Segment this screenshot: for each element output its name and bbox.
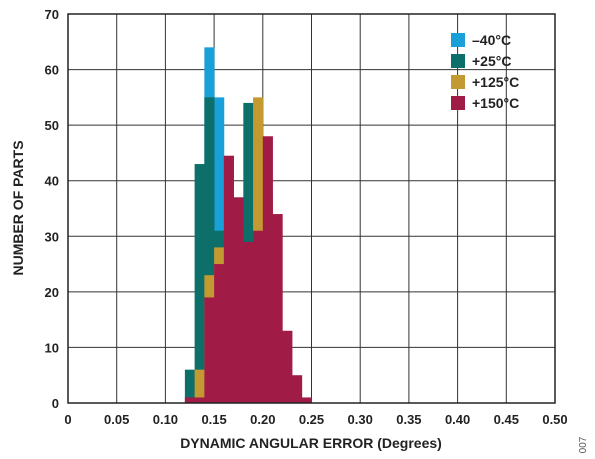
legend-swatch-150c: [451, 96, 465, 110]
y-tick-label: 10: [45, 340, 59, 355]
y-tick-label: 20: [45, 285, 59, 300]
x-tick-label: 0.30: [348, 412, 373, 427]
x-tick-label: 0.40: [445, 412, 470, 427]
bar-25c: [204, 97, 215, 403]
bar-150c: [301, 397, 312, 403]
legend-swatch-125c: [451, 75, 465, 89]
bar-150c: [214, 264, 225, 403]
histogram-bars: [184, 47, 312, 404]
figure-code: 007: [578, 436, 589, 453]
y-tick-labels: 0 10 20 30 40 50 60 70: [45, 7, 59, 411]
x-tick-label: 0: [64, 412, 71, 427]
y-tick-label: 60: [45, 63, 59, 78]
x-tick-label: 0.45: [494, 412, 519, 427]
bar-25c: [194, 164, 205, 403]
legend-swatch-25c: [451, 54, 465, 68]
legend-label-125c: +125°C: [472, 74, 519, 90]
bar-25c: [184, 369, 196, 403]
x-tick-label: 0.15: [201, 412, 226, 427]
x-tick-label: 0.35: [396, 412, 421, 427]
bar-125c: [194, 369, 205, 403]
x-tick-label: 0.20: [250, 412, 275, 427]
x-axis-label: DYNAMIC ANGULAR ERROR (Degrees): [180, 435, 442, 451]
plot-frame: [67, 13, 556, 404]
bar-150c: [282, 330, 293, 403]
y-axis-label: NUMBER OF PARTS: [10, 140, 26, 275]
x-tick-labels: 0 0.05 0.10 0.15 0.20 0.25 0.30 0.35 0.40 0.45 0.5…: [64, 412, 567, 427]
legend-label-25c: +25°C: [472, 53, 511, 69]
y-tick-label: 0: [52, 396, 59, 411]
y-tick-label: 50: [45, 118, 59, 133]
bar-150c: [194, 397, 205, 403]
x-tick-label: 0.25: [299, 412, 324, 427]
y-tick-label: 70: [45, 7, 59, 22]
bar-150c: [272, 214, 283, 403]
bar-150c: [262, 136, 273, 403]
legend-label-150c: +150°C: [472, 95, 519, 111]
legend-label-40c: –40°C: [472, 32, 511, 48]
x-tick-label: 0.50: [542, 412, 567, 427]
legend-swatch-40c: [451, 33, 465, 47]
bar-150c: [233, 197, 244, 403]
bar-150c: [243, 241, 254, 403]
bar-150c: [184, 397, 196, 403]
bar-150c: [292, 375, 303, 403]
y-tick-label: 30: [45, 229, 59, 244]
y-tick-label: 40: [45, 174, 59, 189]
x-tick-label: 0.10: [153, 412, 178, 427]
bar-150c: [253, 230, 264, 403]
bar-150c: [204, 297, 215, 403]
x-tick-label: 0.05: [104, 412, 129, 427]
legend: –40°C +25°C +125°C +150°C: [451, 32, 519, 111]
bar-150c: [223, 155, 234, 403]
